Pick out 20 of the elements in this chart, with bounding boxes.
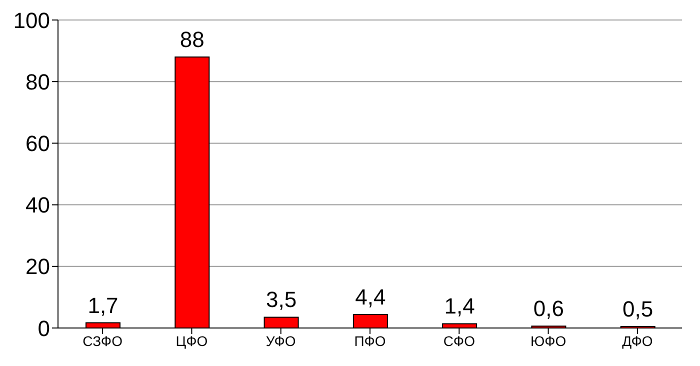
y-tick-label: 60 [26,131,50,156]
data-label: 0,6 [533,296,564,322]
y-tick-label: 0 [38,316,50,341]
y-tick-label: 100 [13,8,50,33]
x-tick-label: СФО [443,332,476,349]
data-label: 3,5 [266,287,297,312]
y-tick-label: 40 [26,192,50,218]
y-tick-label: 80 [26,69,50,94]
x-tick-label: ПФО [354,332,386,349]
data-label: 4,4 [355,284,386,310]
x-tick-label: СЗФО [82,332,123,349]
x-tick-label: ЮФО [530,332,566,349]
data-label: 1,4 [444,294,475,319]
data-label: 1,7 [88,292,118,318]
y-tick-label: 20 [26,254,50,280]
x-tick-label: УФО [266,332,296,349]
data-label: 0,5 [622,296,654,322]
x-tick-label: ЦФО [176,332,208,349]
x-tick-label: ДФО [622,332,653,349]
data-label: 88 [180,26,204,52]
